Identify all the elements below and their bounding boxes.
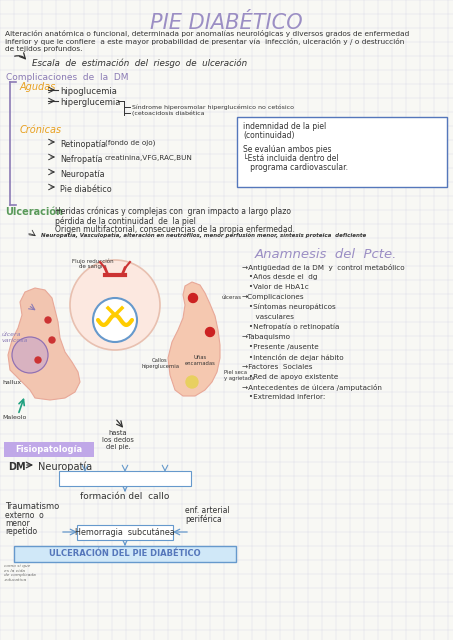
Polygon shape: [168, 282, 220, 396]
Text: •Síntomas neuropáticos: •Síntomas neuropáticos: [242, 304, 336, 310]
Text: Neuropatía, Vasculopatía, alteración en neutrófilos, menor perfusión menor, sínt: Neuropatía, Vasculopatía, alteración en …: [41, 233, 366, 239]
Circle shape: [12, 337, 48, 373]
Text: →Antecedentes de úlcera /amputación: →Antecedentes de úlcera /amputación: [242, 384, 382, 391]
Text: •Presente /ausente: •Presente /ausente: [242, 344, 319, 350]
Text: pérdida de la continuidad  de  la piel: pérdida de la continuidad de la piel: [55, 216, 196, 225]
Text: indemnidad de la piel: indemnidad de la piel: [243, 122, 326, 131]
Text: Agudas: Agudas: [20, 82, 56, 92]
Text: DM: DM: [8, 462, 26, 472]
Text: Nervios
dañados: Nervios dañados: [103, 313, 127, 324]
Circle shape: [188, 294, 198, 303]
Circle shape: [206, 328, 215, 337]
Text: úlcera
varicosa: úlcera varicosa: [2, 332, 29, 343]
Text: →Tabaquismo: →Tabaquismo: [242, 334, 291, 340]
Text: hallux: hallux: [2, 380, 21, 385]
Text: periférica: periférica: [185, 514, 222, 524]
Text: Complicaciones  de  la  DM: Complicaciones de la DM: [6, 73, 129, 82]
Text: motora   sensorial   autonómica: motora sensorial autonómica: [66, 474, 184, 480]
Text: Síndrome hiperosmolar hiperglucémico no cetósico: Síndrome hiperosmolar hiperglucémico no …: [132, 104, 294, 109]
Text: Origen multifactorial, consecuencias de la propia enfermedad.: Origen multifactorial, consecuencias de …: [55, 225, 295, 234]
Polygon shape: [8, 288, 80, 400]
FancyBboxPatch shape: [4, 442, 94, 457]
Text: •Nefropatía o retinopatía: •Nefropatía o retinopatía: [242, 324, 339, 330]
Text: Hemorragia  subcutánea: Hemorragia subcutánea: [75, 528, 175, 537]
Text: programa cardiovascular.: programa cardiovascular.: [243, 163, 348, 172]
Text: enf. arterial: enf. arterial: [185, 506, 230, 515]
Text: Maleolo: Maleolo: [2, 415, 26, 420]
Text: Callos
hiperglucemia: Callos hiperglucemia: [141, 358, 179, 369]
Text: Piel seca
y agrietada: Piel seca y agrietada: [224, 370, 255, 381]
Text: (continuidad): (continuidad): [243, 131, 294, 140]
Text: hiperglucemia: hiperglucemia: [60, 98, 120, 107]
Text: PIE DIABÉTICO: PIE DIABÉTICO: [149, 13, 302, 33]
Text: vasculares: vasculares: [242, 314, 294, 320]
Circle shape: [45, 317, 51, 323]
FancyBboxPatch shape: [77, 525, 173, 540]
Text: →Factores  Sociales: →Factores Sociales: [242, 364, 313, 370]
Text: Neuropatía: Neuropatía: [60, 170, 105, 179]
Text: Anamnesis  del  Pcte.: Anamnesis del Pcte.: [255, 248, 397, 261]
Text: →Complicaciones: →Complicaciones: [242, 294, 304, 300]
Text: Heridas crónicas y complejas con  gran impacto a largo plazo: Heridas crónicas y complejas con gran im…: [55, 207, 291, 216]
Text: →Antigüedad de la DM  y  control metabólico: →Antigüedad de la DM y control metabólic…: [242, 264, 405, 271]
Text: menor: menor: [5, 519, 30, 528]
Circle shape: [49, 337, 55, 343]
Text: Flujo reducción
de sangre: Flujo reducción de sangre: [72, 258, 114, 269]
Text: Fisiopatología: Fisiopatología: [15, 445, 82, 454]
Text: Nefropatía: Nefropatía: [60, 155, 102, 164]
Text: úlceras: úlceras: [222, 295, 242, 300]
Circle shape: [70, 260, 160, 350]
Circle shape: [93, 298, 137, 342]
FancyBboxPatch shape: [14, 546, 236, 562]
Text: •Años desde el  dg: •Años desde el dg: [242, 274, 318, 280]
Text: •Red de apoyo existente: •Red de apoyo existente: [242, 374, 338, 380]
Text: hipoglucemia: hipoglucemia: [60, 87, 117, 96]
Text: Escala  de  estimación  del  riesgo  de  ulceración: Escala de estimación del riesgo de ulcer…: [32, 58, 247, 67]
Text: ULCERACIÓN DEL PIE DIABÉTICO: ULCERACIÓN DEL PIE DIABÉTICO: [49, 549, 201, 558]
Text: Pie diabético: Pie diabético: [60, 185, 112, 194]
Text: Se evalúan ambos pies: Se evalúan ambos pies: [243, 145, 332, 154]
Text: externo  o: externo o: [5, 511, 44, 520]
Text: repetido: repetido: [5, 527, 37, 536]
Text: Ulceración: Ulceración: [5, 207, 63, 217]
FancyBboxPatch shape: [59, 471, 191, 486]
Text: Alteración anatómica o funcional, determinada por anomalías neurológicas y diver: Alteración anatómica o funcional, determ…: [5, 30, 409, 37]
Text: hasta
los dedos
del pie.: hasta los dedos del pie.: [102, 430, 134, 450]
Text: •Valor de HbA1c: •Valor de HbA1c: [242, 284, 309, 290]
Text: └Está incluida dentro del: └Está incluida dentro del: [243, 154, 339, 163]
FancyBboxPatch shape: [237, 117, 447, 187]
Circle shape: [35, 357, 41, 363]
Text: Traumatismo: Traumatismo: [5, 502, 59, 511]
Text: Uñas
encarnadas: Uñas encarnadas: [184, 355, 216, 366]
Text: Crónicas: Crónicas: [20, 125, 62, 135]
Text: formación del  callo: formación del callo: [80, 492, 170, 501]
Text: (cetoacidosis diabética: (cetoacidosis diabética: [132, 111, 204, 116]
Text: •Intención de dejar hábito: •Intención de dejar hábito: [242, 354, 344, 361]
Circle shape: [186, 376, 198, 388]
Text: como si que
es la vida
de complicada
-educativa: como si que es la vida de complicada -ed…: [4, 564, 36, 582]
Text: (fondo de ojo): (fondo de ojo): [105, 140, 155, 147]
Text: inferior y que le confiere  a este mayor probabilidad de presentar vía  infecció: inferior y que le confiere a este mayor …: [5, 38, 405, 45]
Text: de tejidos profundos.: de tejidos profundos.: [5, 46, 82, 52]
Text: creatinina,VFG,RAC,BUN: creatinina,VFG,RAC,BUN: [105, 155, 193, 161]
Text: Neuropatía: Neuropatía: [38, 462, 92, 472]
Text: •Extremidad inferior:: •Extremidad inferior:: [242, 394, 325, 400]
Text: Retinopatía: Retinopatía: [60, 140, 106, 149]
